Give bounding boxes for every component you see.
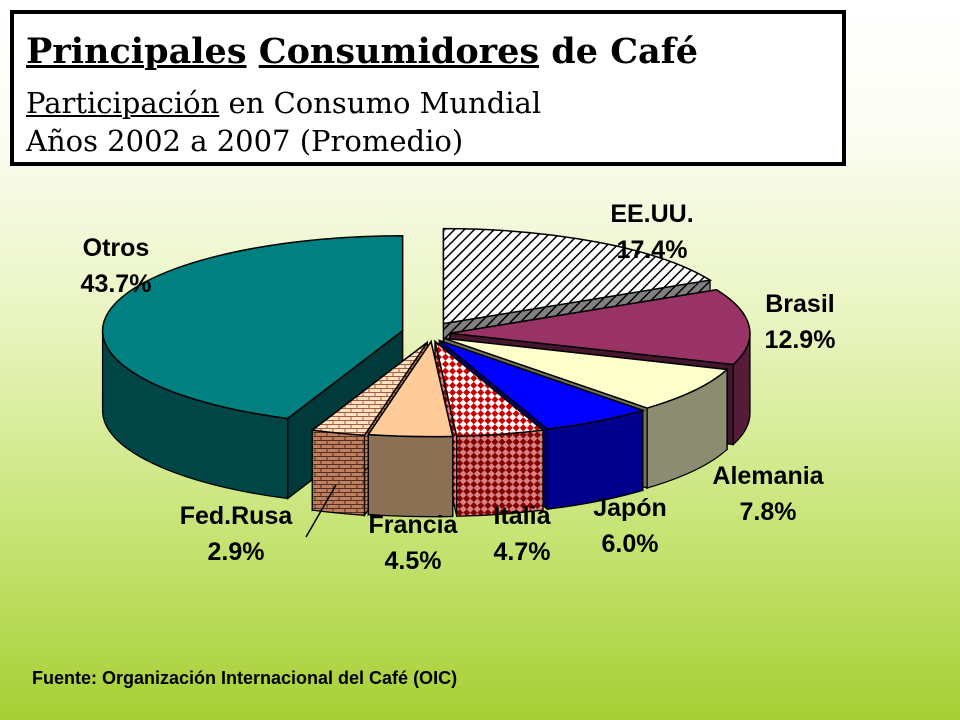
value-label-brasil: 12.9% xyxy=(765,326,836,354)
value-label-alemania: 7.8% xyxy=(740,498,797,526)
slice-francia xyxy=(366,339,454,518)
title-box: Principales Consumidores de Café Partici… xyxy=(10,10,846,166)
label-otros: Otros xyxy=(83,234,150,262)
chart-period: Años 2002 a 2007 (Promedio) xyxy=(26,124,464,158)
label-italia: Italia xyxy=(494,502,552,530)
label-ee-uu: EE.UU. xyxy=(610,200,693,228)
pie-slices xyxy=(101,227,751,518)
slice-ee-uu-top xyxy=(442,227,713,325)
slice-fed-rusa-side-0 xyxy=(311,429,366,516)
subtitle-word-1: Participación xyxy=(26,86,220,120)
slice-italia-top xyxy=(433,339,545,438)
fed-rusa-leader-line xyxy=(305,484,337,538)
slice-otros-top xyxy=(101,235,404,420)
slice-fed-rusa-top xyxy=(310,341,428,437)
title-word-2: Consumidores xyxy=(258,31,540,72)
chart-title: Principales Consumidores de Café xyxy=(26,32,698,72)
pie-labels: EE.UU. 17.4% Brasil 12.9% Alemania 7.8% Japón 6… xyxy=(81,200,836,575)
value-label-fed-rusa: 2.9% xyxy=(208,538,265,566)
label-alemania: Alemania xyxy=(712,462,824,490)
value-label-francia: 4.5% xyxy=(385,547,442,575)
chart-subtitle: Participación en Consumo Mundial xyxy=(26,86,541,120)
source-note: Fuente: Organización Internacional del C… xyxy=(32,668,458,688)
slice-francia-side-0 xyxy=(367,433,454,518)
slice-alemania-top xyxy=(443,337,729,409)
slice-brasil-top xyxy=(449,288,751,366)
label-francia: Francia xyxy=(369,511,459,539)
value-label-otros: 43.7% xyxy=(81,270,152,298)
value-label-japon: 6.0% xyxy=(602,530,659,558)
slice-francia-top xyxy=(366,339,454,438)
slice-japon-top xyxy=(438,339,646,430)
subtitle-rest: en Consumo Mundial xyxy=(228,86,542,120)
label-brasil: Brasil xyxy=(765,290,834,318)
value-label-ee-uu: 17.4% xyxy=(617,236,688,264)
value-label-italia: 4.7% xyxy=(494,538,551,566)
label-japon: Japón xyxy=(593,494,667,522)
label-fed-rusa: Fed.Rusa xyxy=(180,502,294,530)
title-word-3: de Café xyxy=(551,31,699,72)
title-word-1: Principales xyxy=(26,31,247,72)
